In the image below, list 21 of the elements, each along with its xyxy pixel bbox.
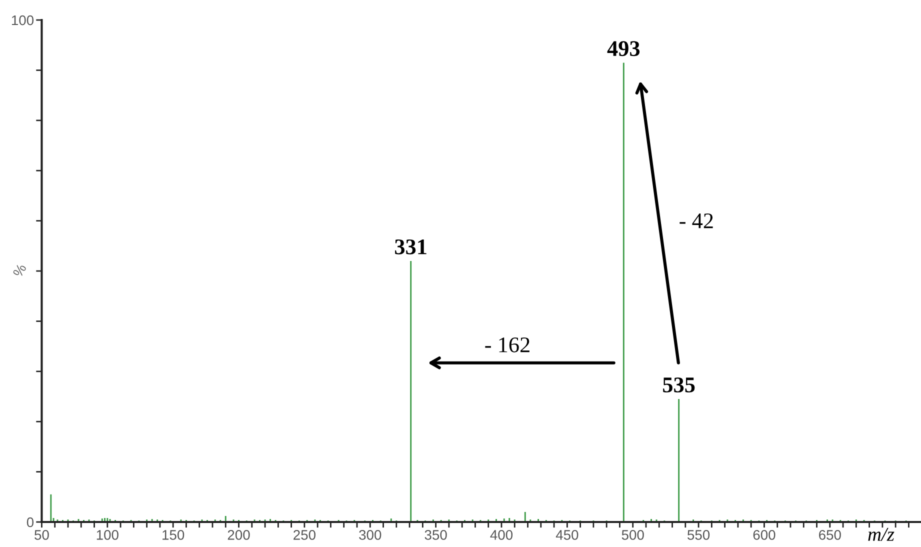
annotation: 493	[607, 41, 640, 56]
x-tick-label: 100	[96, 530, 118, 540]
x-tick-label: 400	[490, 530, 513, 540]
x-tick-label: 300	[359, 530, 382, 540]
annotation: 535	[663, 377, 695, 392]
x-tick-label: 650	[819, 530, 841, 540]
x-tick-label: 150	[162, 530, 184, 540]
annotation: - 162	[485, 337, 530, 352]
x-tick-label: 200	[228, 530, 250, 540]
x-tick-label: 50	[34, 530, 49, 540]
x-tick-label: 600	[753, 530, 776, 540]
x-tick-label: 450	[556, 530, 578, 540]
y-tick-label: 0	[26, 517, 34, 528]
x-tick-label: 250	[294, 530, 316, 540]
x-axis-title: m/z	[868, 528, 894, 541]
x-tick-label: 550	[688, 530, 710, 540]
annotation: 331	[395, 239, 426, 254]
x-tick-label: 350	[424, 530, 447, 540]
x-tick-label: 500	[622, 530, 644, 540]
y-axis-title: %	[12, 263, 27, 278]
annotation: - 42	[680, 213, 713, 228]
